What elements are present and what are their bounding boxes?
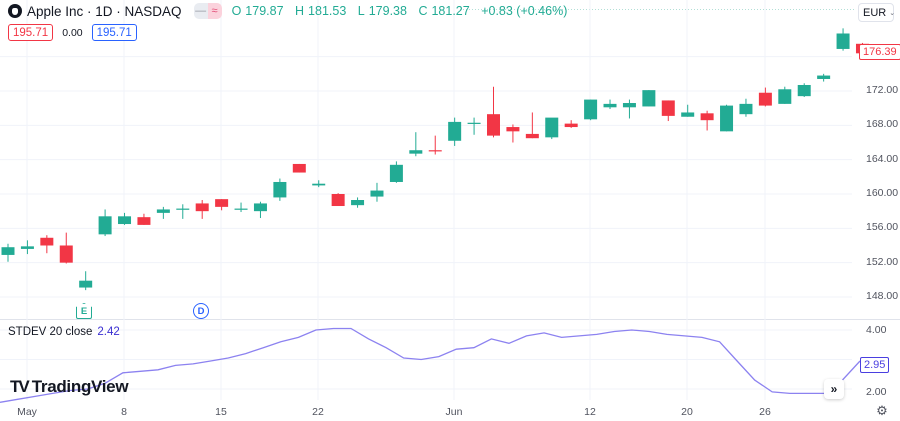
bid-ask-row: 195.71 0.00 195.71 — [8, 24, 137, 41]
open-value: 179.87 — [245, 4, 284, 18]
candle-body — [409, 150, 423, 154]
flag-icon[interactable]: ≈ — [207, 3, 222, 19]
candle-body — [137, 217, 151, 225]
candle-body — [545, 117, 559, 138]
close-value: 181.27 — [431, 4, 470, 18]
candle-body — [351, 200, 365, 206]
time-axis-label: 22 — [312, 406, 324, 418]
candle-body — [98, 216, 112, 235]
candle-body — [681, 112, 695, 117]
time-axis-label: May — [17, 406, 37, 418]
hide-icon[interactable]: — — [193, 3, 208, 19]
currency-label: EUR — [863, 6, 887, 19]
symbol-legend: Apple Inc · 1D · NASDAQ — ≈ O 179.87 H 181… — [8, 3, 571, 19]
low-value: 179.38 — [368, 4, 407, 18]
scroll-to-latest-button[interactable]: » — [824, 379, 844, 399]
candle-body — [584, 99, 598, 120]
candle-body — [234, 208, 248, 210]
candle-body — [700, 113, 714, 121]
sell-price-button[interactable]: 195.71 — [8, 24, 54, 41]
candle-body — [720, 105, 734, 132]
legend-toggles: — ≈ — [193, 3, 222, 19]
candle-body — [176, 208, 190, 210]
symbol-title[interactable]: Apple Inc · 1D · NASDAQ — [27, 3, 182, 19]
candle-body — [622, 103, 636, 108]
candle-body — [273, 181, 287, 198]
candle-body — [40, 237, 54, 246]
price-axis-label: 152.00 — [866, 255, 899, 268]
candle-body — [758, 92, 772, 106]
candle-body — [836, 33, 850, 49]
candle-body — [389, 164, 403, 182]
candle-body — [428, 150, 442, 152]
candle-body — [292, 163, 306, 173]
time-axis-label: 26 — [759, 406, 771, 418]
candle-body — [331, 193, 345, 207]
last-price-label: 176.39 — [859, 44, 900, 60]
spread-value: 0.00 — [62, 26, 83, 39]
price-axis-label: 168.00 — [866, 118, 899, 131]
candle-body — [1, 247, 15, 255]
change-value: +0.83 (+0.46%) — [481, 4, 568, 18]
high-label: H — [295, 4, 305, 18]
candle-body — [312, 183, 326, 186]
indicator-axis-label-low: 2.00 — [866, 386, 887, 398]
time-axis-label: 15 — [215, 406, 227, 418]
candle-body — [195, 203, 209, 212]
time-axis-label: 20 — [681, 406, 693, 418]
close-label: C — [418, 4, 428, 18]
buy-price-button[interactable]: 195.71 — [91, 24, 137, 41]
price-axis-label: 164.00 — [866, 152, 899, 165]
candle-body — [603, 103, 617, 108]
tradingview-logo[interactable]: TV TradingView — [10, 377, 129, 397]
currency-selector[interactable]: EUR ⌄ — [858, 3, 896, 22]
candle-body — [215, 199, 229, 207]
candle-body — [661, 100, 675, 116]
price-axis-label: 148.00 — [866, 289, 899, 302]
candle-body — [467, 122, 481, 124]
indicator-axis-label-high: 4.00 — [866, 324, 887, 336]
candle-body — [156, 209, 170, 213]
chevron-down-icon: ⌄ — [889, 9, 896, 17]
ohlc-values: O 179.87 H 181.53 L 179.38 C 181.27 +0.83 (+… — [232, 4, 572, 18]
indicator-value: 2.42 — [97, 326, 120, 338]
open-label: O — [231, 4, 242, 18]
time-axis-label: Jun — [445, 406, 463, 418]
indicator-legend[interactable]: STDEV 20 close 2.42 — [8, 326, 120, 338]
tradingview-logo-text: TradingView — [31, 377, 129, 396]
candle-body — [20, 246, 34, 249]
time-axis-label: 12 — [584, 406, 596, 418]
stdev-line — [0, 327, 861, 403]
candle-body — [118, 216, 132, 225]
price-axis-label: 172.00 — [866, 84, 899, 96]
dividend-marker-icon[interactable]: D — [193, 303, 209, 319]
price-axis-label: 156.00 — [866, 221, 899, 234]
candle-body — [525, 133, 539, 139]
candle-body — [59, 245, 73, 263]
price-axis-label: 160.00 — [866, 186, 899, 199]
candle-body — [797, 84, 811, 97]
high-value: 181.53 — [308, 4, 347, 18]
indicator-last-value: 2.95 — [860, 357, 890, 373]
candle-body — [564, 123, 578, 128]
candle-body — [370, 190, 384, 197]
candle-body — [817, 75, 831, 79]
candle-body — [778, 89, 792, 104]
candle-body — [739, 103, 753, 115]
candle-body — [448, 121, 462, 141]
candle-body — [506, 127, 520, 132]
tradingview-mark-icon: TV — [10, 377, 30, 396]
candle-body — [487, 114, 500, 136]
candle-body — [642, 90, 656, 107]
low-label: L — [357, 4, 365, 18]
candle-body — [79, 280, 93, 288]
settings-icon[interactable]: ⚙ — [876, 403, 888, 418]
apple-logo-icon — [8, 4, 22, 18]
time-axis-label: 8 — [121, 406, 127, 418]
candle-body — [253, 203, 267, 212]
indicator-name: STDEV 20 close — [8, 326, 93, 338]
earnings-marker-icon[interactable]: E — [76, 303, 92, 319]
